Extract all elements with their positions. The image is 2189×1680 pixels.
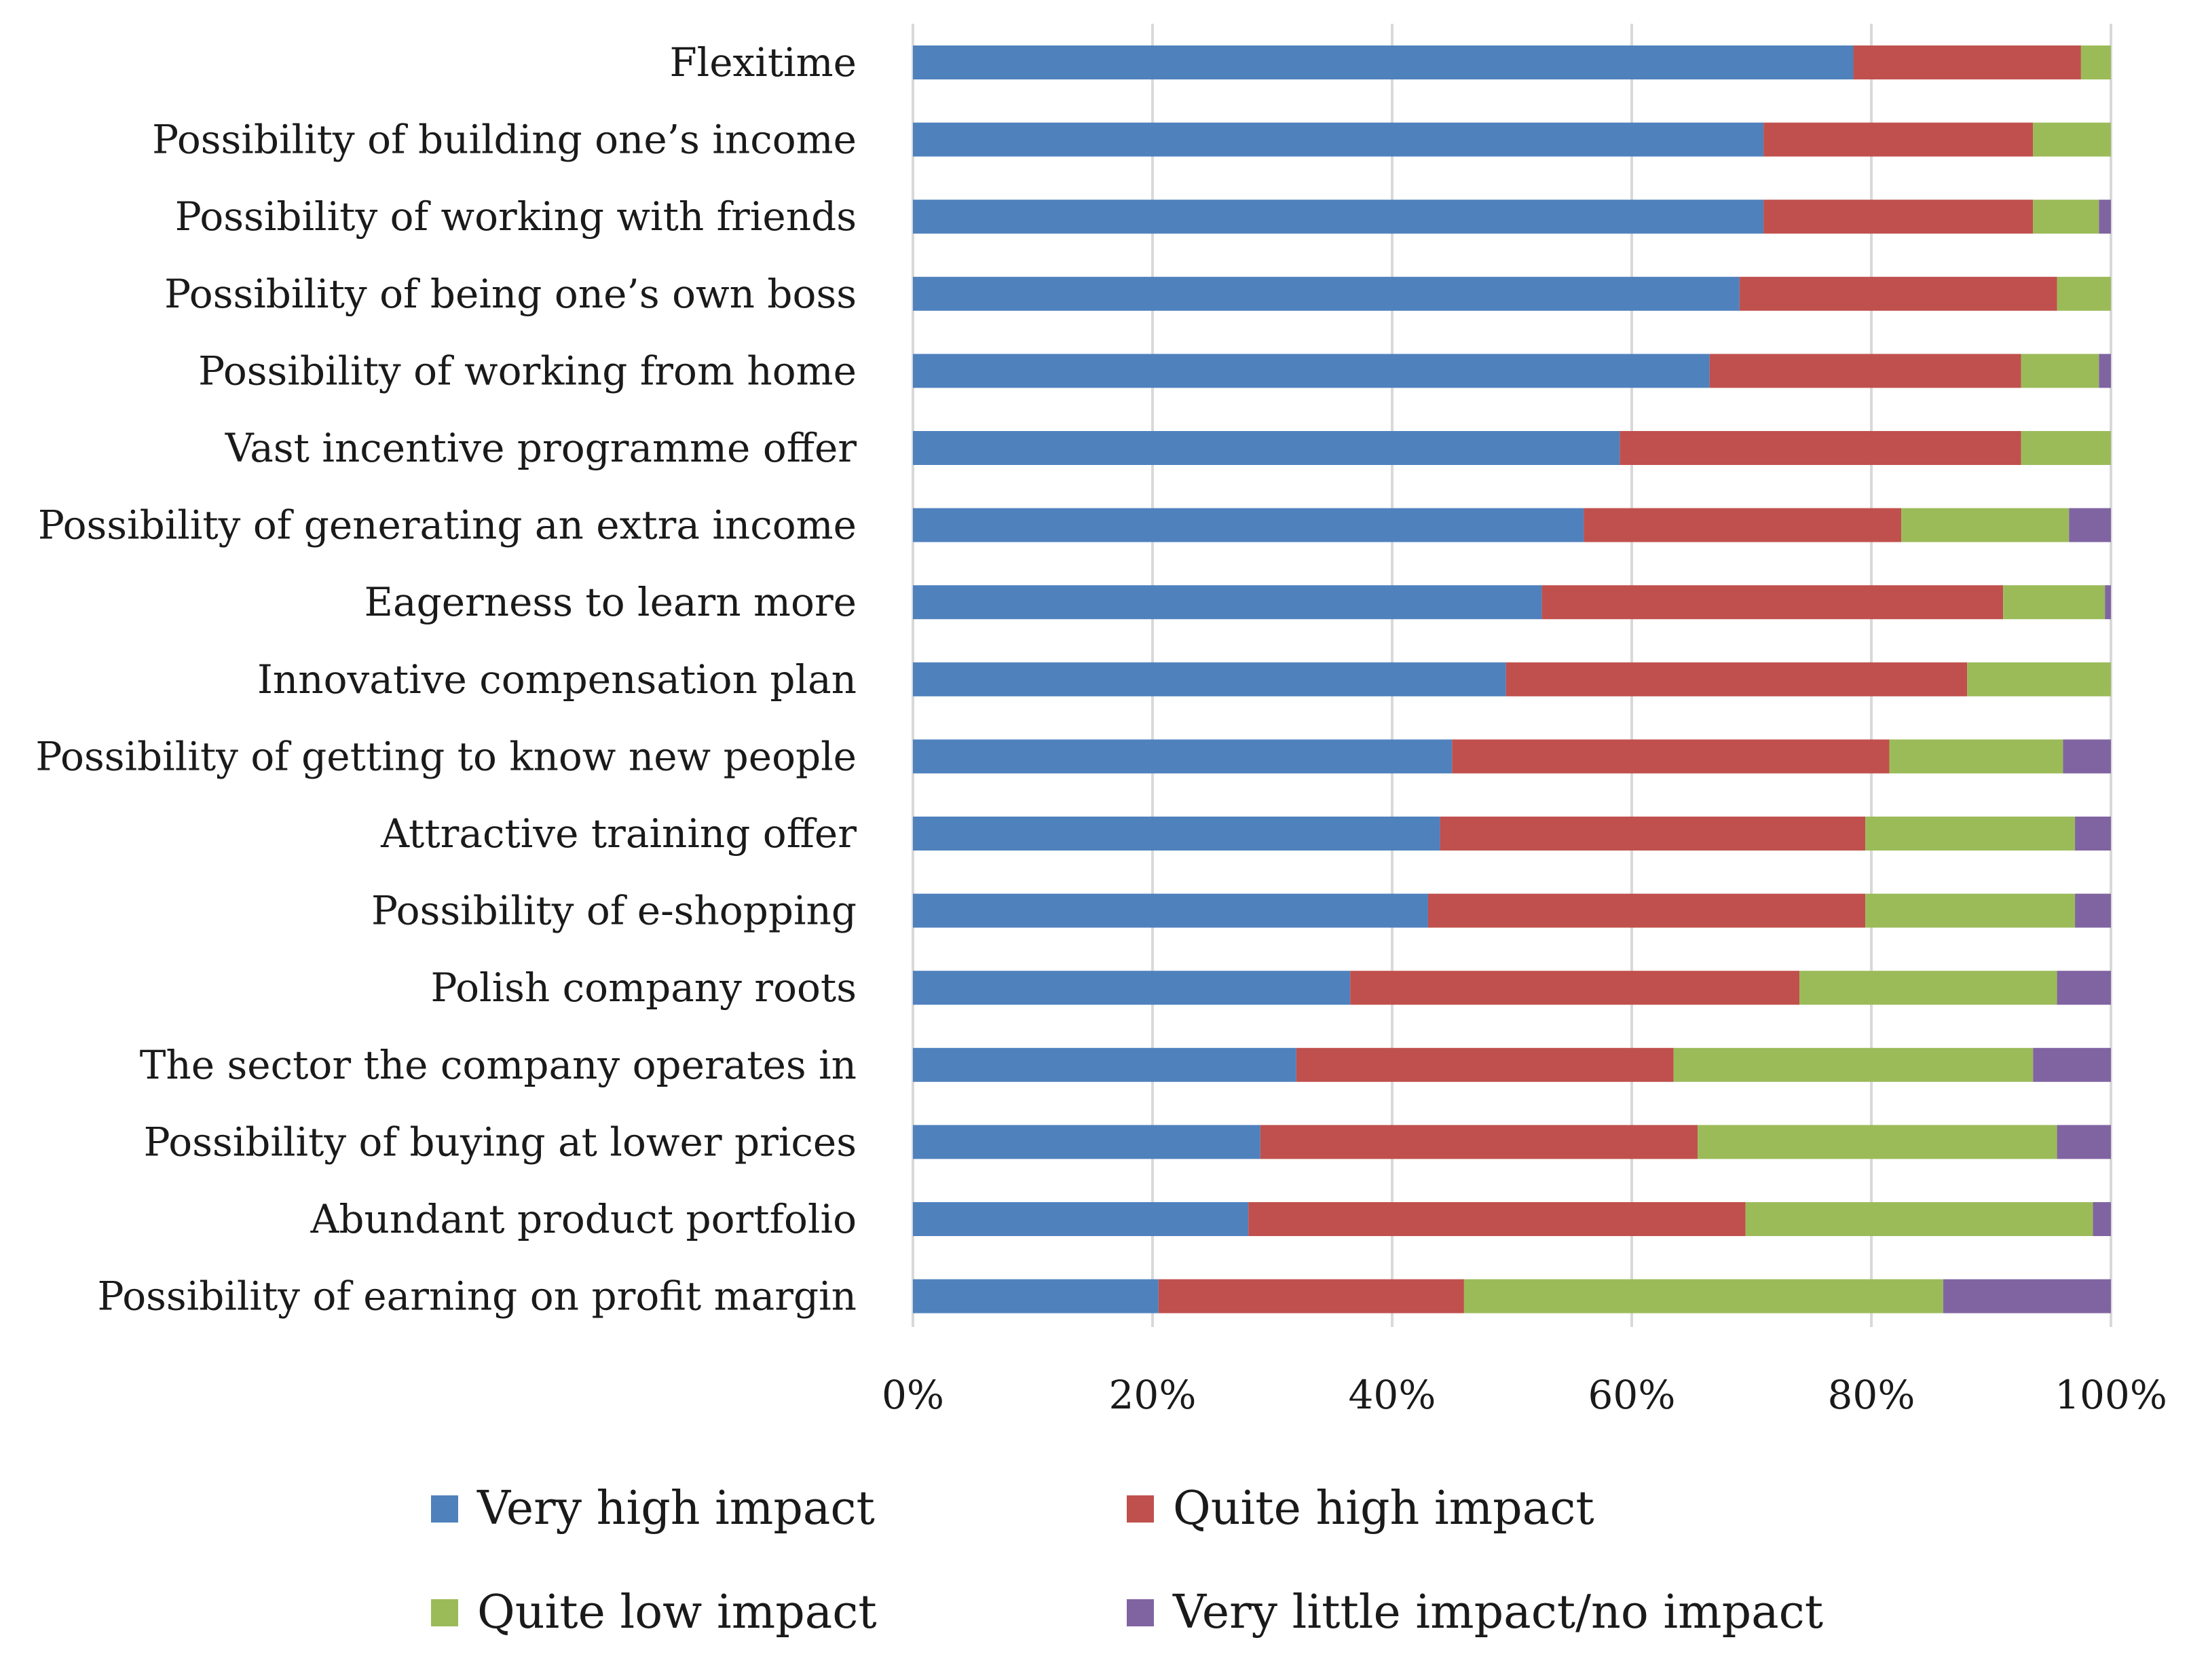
bar-quite-high-impact-possibility-of-earning-on-profit-margin <box>1158 1279 1464 1313</box>
bar-quite-high-impact-flexitime <box>1853 45 2081 79</box>
bar-quite-high-impact-polish-company-roots <box>1350 971 1800 1005</box>
bar-quite-high-impact-possibility-of-buying-at-lower-prices <box>1260 1125 1698 1159</box>
category-label-possibility-of-e-shopping: Possibility of e-shopping <box>371 888 857 934</box>
bar-quite-low-impact-abundant-product-portfolio <box>1745 1202 2093 1236</box>
category-label-possibility-of-generating-an-extra-income: Possibility of generating an extra incom… <box>38 502 857 548</box>
bar-very-high-impact-possibility-of-working-with-friends <box>913 200 1764 234</box>
category-label-possibility-of-working-with-friends: Possibility of working with friends <box>175 193 857 240</box>
bar-quite-low-impact-polish-company-roots <box>1799 971 2057 1005</box>
category-label-attractive-training-offer: Attractive training offer <box>380 810 857 857</box>
bar-very-little-impact-no-impact-possibility-of-generating-an-extra-income <box>2069 508 2111 542</box>
legend-swatch-very-high-impact <box>431 1495 458 1523</box>
bar-very-little-impact-no-impact-the-sector-the-company-operates-in <box>2033 1047 2111 1082</box>
bar-very-high-impact-possibility-of-working-from-home <box>913 354 1710 388</box>
bar-very-high-impact-possibility-of-building-one-s-income <box>913 122 1764 157</box>
bar-quite-high-impact-possibility-of-getting-to-know-new-people <box>1452 739 1890 774</box>
bar-quite-low-impact-possibility-of-working-with-friends <box>2033 200 2099 234</box>
category-label-possibility-of-working-from-home: Possibility of working from home <box>198 348 857 394</box>
legend-label-quite-low-impact: Quite low impact <box>477 1586 877 1639</box>
bar-quite-high-impact-eagerness-to-learn-more <box>1541 585 2004 620</box>
category-label-possibility-of-buying-at-lower-prices: Possibility of buying at lower prices <box>144 1119 857 1165</box>
bar-very-little-impact-no-impact-possibility-of-earning-on-profit-margin <box>1943 1279 2111 1313</box>
category-label-the-sector-the-company-operates-in: The sector the company operates in <box>140 1042 857 1088</box>
bar-quite-high-impact-attractive-training-offer <box>1440 817 1866 851</box>
x-tick-label-4: 80% <box>1828 1372 1915 1418</box>
bar-very-high-impact-possibility-of-earning-on-profit-margin <box>913 1279 1159 1313</box>
category-label-eagerness-to-learn-more: Eagerness to learn more <box>364 579 857 625</box>
bar-very-little-impact-no-impact-possibility-of-working-with-friends <box>2099 200 2111 234</box>
category-label-possibility-of-earning-on-profit-margin: Possibility of earning on profit margin <box>98 1273 857 1320</box>
bar-quite-low-impact-possibility-of-buying-at-lower-prices <box>1698 1125 2057 1159</box>
bar-quite-low-impact-flexitime <box>2080 45 2111 79</box>
bars <box>913 45 2111 1313</box>
category-label-possibility-of-building-one-s-income: Possibility of building one’s income <box>152 117 857 163</box>
category-label-possibility-of-getting-to-know-new-people: Possibility of getting to know new peopl… <box>35 733 857 779</box>
bar-quite-low-impact-the-sector-the-company-operates-in <box>1673 1047 2034 1082</box>
bar-very-high-impact-eagerness-to-learn-more <box>913 585 1542 620</box>
bar-very-high-impact-possibility-of-being-one-s-own-boss <box>913 276 1740 311</box>
bar-very-high-impact-flexitime <box>913 45 1854 79</box>
bar-quite-low-impact-possibility-of-earning-on-profit-margin <box>1463 1279 1943 1313</box>
bar-quite-low-impact-possibility-of-working-from-home <box>2021 354 2099 388</box>
x-axis-tick-labels: 0% 20% 40% 60% 80% 100% <box>882 1372 2167 1418</box>
bar-quite-high-impact-the-sector-the-company-operates-in <box>1296 1047 1674 1082</box>
bar-very-little-impact-no-impact-abundant-product-portfolio <box>2093 1202 2111 1236</box>
category-label-polish-company-roots: Polish company roots <box>430 965 857 1011</box>
bar-very-high-impact-possibility-of-generating-an-extra-income <box>913 508 1584 542</box>
category-label-possibility-of-being-one-s-own-boss: Possibility of being one’s own boss <box>164 271 857 317</box>
bar-quite-low-impact-eagerness-to-learn-more <box>2003 585 2106 620</box>
bar-quite-high-impact-possibility-of-building-one-s-income <box>1763 122 2034 157</box>
category-label-flexitime: Flexitime <box>669 39 857 86</box>
bar-quite-low-impact-innovative-compensation-plan <box>1967 662 2111 696</box>
bar-quite-high-impact-abundant-product-portfolio <box>1248 1202 1746 1236</box>
bar-very-little-impact-no-impact-possibility-of-getting-to-know-new-people <box>2063 739 2111 774</box>
bar-very-high-impact-innovative-compensation-plan <box>913 662 1506 696</box>
bar-quite-high-impact-possibility-of-working-from-home <box>1709 354 2021 388</box>
legend-swatch-quite-low-impact <box>431 1599 458 1626</box>
legend-label-very-little-impact-no-impact: Very little impact/no impact <box>1172 1586 1823 1639</box>
category-label-abundant-product-portfolio: Abundant product portfolio <box>310 1196 857 1242</box>
bar-very-high-impact-the-sector-the-company-operates-in <box>913 1047 1296 1082</box>
bar-very-little-impact-no-impact-polish-company-roots <box>2057 971 2111 1005</box>
bar-quite-low-impact-possibility-of-building-one-s-income <box>2033 122 2111 157</box>
legend-label-very-high-impact: Very high impact <box>476 1482 875 1535</box>
legend-swatch-quite-high-impact <box>1127 1495 1154 1523</box>
bar-quite-low-impact-possibility-of-getting-to-know-new-people <box>1889 739 2063 774</box>
bar-quite-low-impact-possibility-of-being-one-s-own-boss <box>2057 276 2111 311</box>
bar-quite-low-impact-possibility-of-generating-an-extra-income <box>1901 508 2070 542</box>
category-label-vast-incentive-programme-offer: Vast incentive programme offer <box>225 425 857 471</box>
bar-very-little-impact-no-impact-eagerness-to-learn-more <box>2105 585 2111 620</box>
bar-quite-low-impact-vast-incentive-programme-offer <box>2021 431 2111 465</box>
bar-quite-high-impact-innovative-compensation-plan <box>1505 662 1968 696</box>
bar-quite-high-impact-possibility-of-generating-an-extra-income <box>1584 508 1902 542</box>
legend: Very high impact Quite high impact Quite l… <box>431 1482 1823 1639</box>
bar-very-little-impact-no-impact-possibility-of-e-shopping <box>2075 893 2111 928</box>
x-tick-label-5: 100% <box>2055 1372 2167 1418</box>
x-tick-label-2: 40% <box>1349 1372 1436 1418</box>
bar-very-high-impact-possibility-of-e-shopping <box>913 893 1428 928</box>
category-labels: Flexitime Possibility of building one’s i… <box>35 39 857 1320</box>
bar-very-little-impact-no-impact-possibility-of-buying-at-lower-prices <box>2057 1125 2111 1159</box>
bar-quite-high-impact-vast-incentive-programme-offer <box>1620 431 2021 465</box>
legend-swatch-very-little-impact-no-impact <box>1127 1599 1154 1626</box>
x-tick-label-0: 0% <box>882 1372 944 1418</box>
bar-quite-low-impact-possibility-of-e-shopping <box>1865 893 2076 928</box>
category-label-innovative-compensation-plan: Innovative compensation plan <box>257 656 857 703</box>
legend-label-quite-high-impact: Quite high impact <box>1173 1482 1594 1535</box>
bar-quite-high-impact-possibility-of-being-one-s-own-boss <box>1739 276 2057 311</box>
bar-quite-low-impact-attractive-training-offer <box>1865 817 2076 851</box>
bar-very-high-impact-abundant-product-portfolio <box>913 1202 1249 1236</box>
bar-quite-high-impact-possibility-of-e-shopping <box>1427 893 1866 928</box>
bar-very-high-impact-vast-incentive-programme-offer <box>913 431 1620 465</box>
x-tick-label-3: 60% <box>1588 1372 1676 1418</box>
bar-very-high-impact-attractive-training-offer <box>913 817 1440 851</box>
bar-very-high-impact-possibility-of-getting-to-know-new-people <box>913 739 1453 774</box>
bar-very-high-impact-polish-company-roots <box>913 971 1351 1005</box>
bar-very-little-impact-no-impact-possibility-of-working-from-home <box>2099 354 2111 388</box>
x-tick-label-1: 20% <box>1109 1372 1197 1418</box>
bar-quite-high-impact-possibility-of-working-with-friends <box>1763 200 2034 234</box>
bar-very-little-impact-no-impact-attractive-training-offer <box>2075 817 2111 851</box>
bar-very-high-impact-possibility-of-buying-at-lower-prices <box>913 1125 1260 1159</box>
